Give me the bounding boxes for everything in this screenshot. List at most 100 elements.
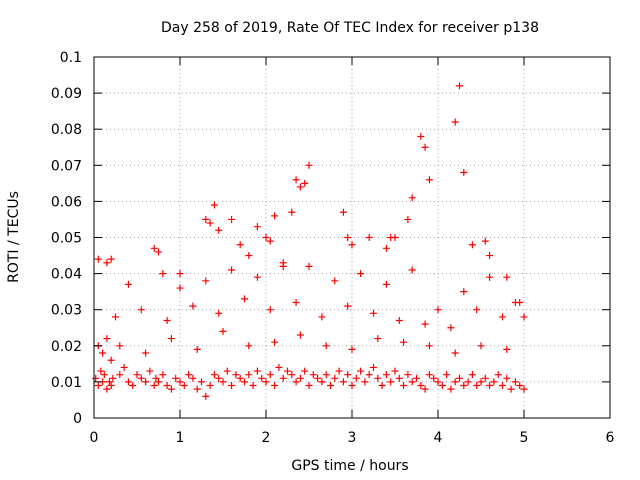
data-point [296, 331, 304, 339]
data-point [219, 378, 227, 386]
data-point [155, 378, 162, 386]
data-point [374, 335, 382, 343]
data-point [155, 248, 162, 256]
data-point [215, 309, 223, 317]
data-point [103, 259, 111, 267]
data-point [133, 371, 141, 379]
data-point [456, 82, 463, 90]
data-point [180, 382, 188, 390]
data-point [339, 208, 347, 216]
data-point [275, 363, 283, 371]
data-point [395, 374, 403, 382]
data-point [490, 378, 498, 386]
y-axis-label: ROTI / TECUs [6, 191, 22, 283]
data-point [94, 255, 102, 263]
data-point [305, 161, 313, 169]
x-tick-label: 4 [434, 430, 443, 446]
data-point [159, 270, 167, 278]
data-point [499, 382, 506, 390]
data-point [253, 223, 261, 231]
data-point [413, 374, 420, 382]
data-point [378, 382, 386, 390]
data-point [163, 317, 171, 325]
data-point [305, 262, 313, 270]
data-point [167, 385, 175, 393]
data-point [202, 392, 210, 400]
data-point [481, 237, 489, 245]
data-point [262, 378, 270, 386]
data-point [176, 284, 184, 292]
data-point [438, 382, 446, 390]
data-point [425, 176, 433, 184]
data-point [443, 371, 451, 379]
data-point [296, 374, 304, 382]
data-point [391, 367, 399, 375]
data-point [99, 349, 107, 357]
data-point [370, 363, 377, 371]
data-point [142, 378, 150, 386]
data-point [198, 378, 205, 386]
data-point [507, 385, 515, 393]
data-point [100, 371, 108, 379]
data-point [228, 382, 236, 390]
data-point [327, 382, 334, 390]
data-point [120, 363, 128, 371]
x-tick-label: 1 [176, 430, 185, 446]
data-point [210, 201, 218, 209]
data-point [103, 335, 111, 343]
data-point [245, 371, 253, 379]
y-tick-label: 0.07 [51, 158, 82, 174]
data-point [146, 367, 154, 375]
data-point [464, 378, 472, 386]
chart-title: Day 258 of 2019, Rate Of TEC Index for r… [161, 20, 539, 36]
data-point [344, 302, 352, 310]
data-point [253, 273, 261, 281]
data-point [253, 367, 261, 375]
y-tick-label: 0 [73, 411, 82, 427]
data-point [318, 378, 326, 386]
data-point [460, 288, 468, 296]
data-points [92, 82, 528, 400]
data-point [258, 374, 266, 382]
data-point [241, 295, 248, 303]
data-point [262, 234, 270, 241]
data-point [331, 374, 339, 382]
data-point [271, 338, 279, 346]
data-point [447, 385, 455, 393]
data-point [215, 226, 223, 234]
y-tick-labels: 0 0.01 0.02 0.03 0.04 0.05 0.06 0.07 0.08 0.09 0.1 [51, 50, 82, 427]
x-tick-label: 5 [520, 430, 529, 446]
data-point [421, 143, 429, 151]
data-point [370, 309, 377, 317]
data-point [292, 378, 300, 386]
data-point [105, 378, 113, 386]
data-point [520, 313, 528, 321]
data-point [189, 374, 197, 382]
x-tick-label: 0 [90, 430, 99, 446]
data-point [460, 169, 468, 177]
data-point [245, 342, 253, 350]
data-point [477, 378, 485, 386]
data-point [503, 345, 511, 353]
data-point [434, 306, 442, 314]
plot-frame [93, 56, 611, 419]
data-point [137, 306, 145, 314]
data-point [357, 367, 365, 375]
data-point [236, 374, 244, 382]
y-tick-label: 0.04 [51, 267, 82, 283]
data-point [477, 342, 485, 350]
data-point [361, 378, 369, 386]
data-point [206, 219, 214, 227]
data-point [109, 374, 117, 382]
data-point [124, 378, 132, 386]
data-point [137, 374, 145, 382]
data-point [499, 313, 506, 321]
data-point [503, 374, 511, 382]
data-point [245, 252, 253, 260]
data-point [92, 374, 100, 382]
data-point [228, 215, 236, 223]
data-point [176, 270, 184, 278]
data-point [271, 382, 279, 390]
data-point [516, 298, 524, 306]
